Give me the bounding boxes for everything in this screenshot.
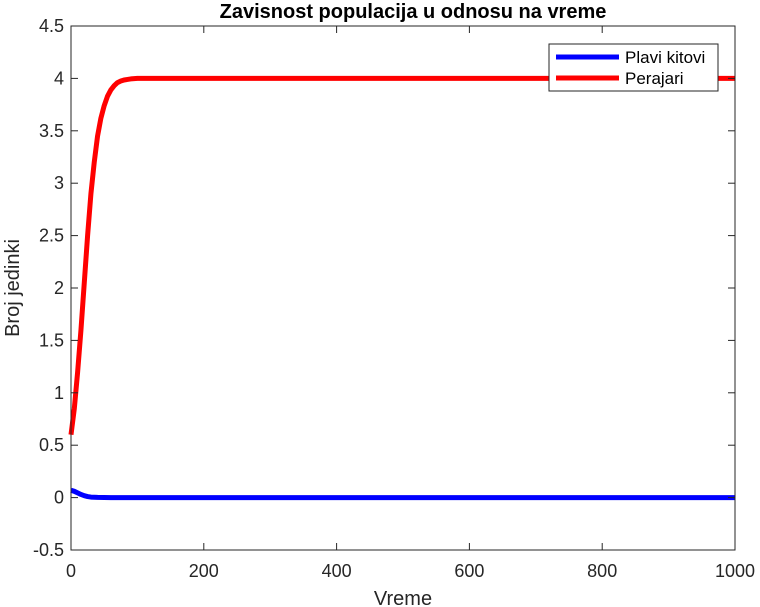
legend-label-perajari: Perajari: [625, 69, 684, 88]
x-tick-label: 200: [189, 561, 219, 581]
y-tick-label: 4: [54, 68, 64, 88]
y-tick-label: 1: [54, 383, 64, 403]
legend-label-plavi-kitovi: Plavi kitovi: [625, 48, 705, 67]
y-axis-label: Broj jedinki: [2, 239, 24, 337]
x-tick-label: 800: [587, 561, 617, 581]
y-tick-label: 2: [54, 278, 64, 298]
legend-box: [548, 43, 719, 92]
x-tick-label: 600: [454, 561, 484, 581]
y-tick-label: 1.5: [39, 330, 64, 350]
ticks-layer: 0 200 400 600 800 1000-0.500.511.522.533.544.…: [33, 16, 755, 581]
x-axis-label: Vreme: [374, 588, 432, 607]
series-line-plavi-kitovi: [70, 487, 735, 501]
y-tick-label: 3: [54, 173, 64, 193]
y-tick-label: 0.5: [39, 435, 64, 455]
legend: Plavi kitovi Perajari: [548, 43, 719, 92]
plot-area: [71, 26, 735, 550]
y-tick-label: 2.5: [39, 226, 64, 246]
series-layer: [68, 75, 735, 501]
x-tick-label: 0: [66, 561, 76, 581]
y-tick-label: 3.5: [39, 121, 64, 141]
chart-title: Zavisnost populacija u odnosu na vreme: [220, 1, 607, 23]
y-tick-label: 4.5: [39, 16, 64, 36]
x-tick-label: 400: [322, 561, 352, 581]
y-tick-label: 0: [54, 488, 64, 508]
series-line-perajari: [68, 75, 735, 436]
x-tick-label: 1000: [715, 561, 755, 581]
y-tick-label: -0.5: [33, 540, 64, 560]
